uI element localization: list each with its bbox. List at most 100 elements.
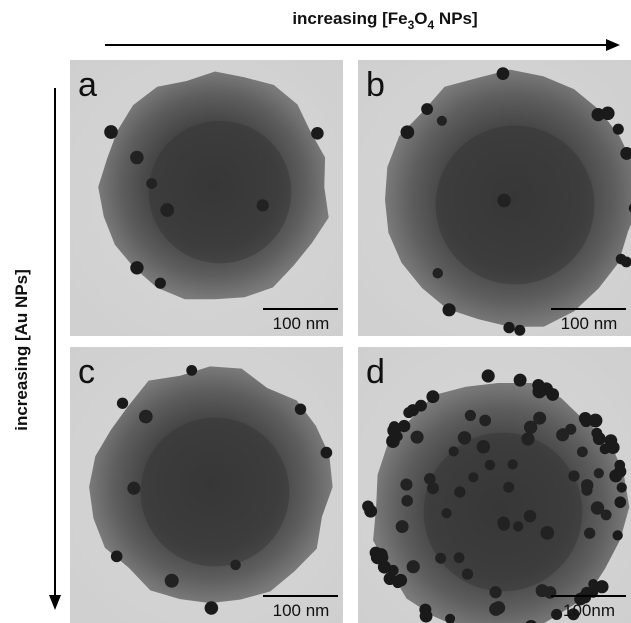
nanoparticle xyxy=(489,586,502,599)
nanoparticle xyxy=(514,324,526,336)
nanoparticle xyxy=(503,321,515,334)
panel: b 100 nm xyxy=(358,60,631,336)
x-axis-label: increasing [Fe3O4 NPs] xyxy=(292,9,477,32)
nanoparticle xyxy=(620,256,631,268)
nanoparticle xyxy=(160,203,175,217)
nanoparticle xyxy=(616,482,627,493)
sphere-core xyxy=(140,417,290,567)
panel-label: b xyxy=(366,66,385,104)
nanoparticle xyxy=(578,590,592,604)
panel-label: d xyxy=(366,353,385,391)
nanoparticle xyxy=(204,601,219,615)
nanoparticle xyxy=(464,409,476,422)
panel-label: a xyxy=(78,66,97,104)
nanoparticle xyxy=(592,432,606,446)
nanoparticle xyxy=(525,619,537,623)
y-axis-label: increasing [Au NPs] xyxy=(12,269,31,431)
panel: d 100nm xyxy=(358,347,631,623)
nanoparticle xyxy=(461,568,474,580)
sphere xyxy=(89,366,333,604)
nanoparticle xyxy=(139,409,153,424)
nanoparticle xyxy=(256,199,269,212)
nanoparticle xyxy=(489,602,503,616)
nanoparticle xyxy=(503,481,515,493)
nanoparticle xyxy=(392,431,403,442)
nanoparticle xyxy=(130,150,144,165)
nanoparticle xyxy=(442,303,456,317)
nanoparticle xyxy=(146,178,158,189)
scale-bar-label: 100 nm xyxy=(273,314,330,333)
nanoparticle xyxy=(507,459,518,470)
nanoparticle xyxy=(110,550,123,563)
nanoparticle xyxy=(557,428,569,439)
x-arrowhead xyxy=(606,39,620,51)
nanoparticle xyxy=(230,559,241,571)
panel: c 100 nm xyxy=(70,347,343,623)
nanoparticle xyxy=(362,500,374,513)
nanoparticle xyxy=(388,421,400,432)
nanoparticle xyxy=(590,501,605,515)
nanoparticle xyxy=(600,509,612,521)
nanoparticle xyxy=(614,496,627,509)
nanoparticle xyxy=(612,123,624,135)
nanoparticle xyxy=(612,530,623,541)
nanoparticle xyxy=(599,443,611,455)
nanoparticle xyxy=(580,415,592,428)
nanoparticle xyxy=(448,446,459,457)
nanoparticle xyxy=(468,472,479,483)
nanoparticle xyxy=(513,373,527,387)
nanoparticle xyxy=(576,446,588,458)
nanoparticle xyxy=(476,440,491,454)
nanoparticle xyxy=(436,115,447,126)
nanoparticle xyxy=(421,103,434,115)
nanoparticle xyxy=(320,446,333,459)
nanoparticle xyxy=(593,468,604,479)
nanoparticle xyxy=(551,608,563,621)
nanoparticle xyxy=(154,277,166,289)
nanoparticle xyxy=(497,516,510,529)
nanoparticle xyxy=(116,397,129,409)
nanoparticle xyxy=(395,520,409,534)
nanoparticle xyxy=(398,419,411,433)
nanoparticle xyxy=(588,413,603,428)
nanoparticle xyxy=(400,478,413,491)
nanoparticle xyxy=(513,521,524,532)
nanoparticle xyxy=(595,580,609,594)
nanoparticle xyxy=(581,484,593,496)
sphere xyxy=(98,71,329,300)
nanoparticle xyxy=(130,261,144,275)
nanoparticle xyxy=(620,147,631,160)
nanoparticle xyxy=(403,407,415,419)
nanoparticle xyxy=(426,482,439,495)
panel: a 100 nm xyxy=(70,60,343,336)
nanoparticle xyxy=(523,509,537,523)
nanoparticle xyxy=(613,465,627,478)
nanoparticle xyxy=(479,414,492,427)
nanoparticle xyxy=(410,430,424,444)
nanoparticle xyxy=(104,125,118,139)
nanoparticle xyxy=(453,552,465,564)
nanoparticle xyxy=(127,481,141,495)
scale-bar-label: 100 nm xyxy=(273,601,330,620)
nanoparticle xyxy=(401,495,413,507)
panels: a 100 nm b 100 nm c 100 nm d 100nm xyxy=(70,60,631,623)
nanoparticle xyxy=(394,573,408,587)
nanoparticle xyxy=(186,364,198,376)
nanoparticle xyxy=(383,572,397,586)
nanoparticle xyxy=(454,486,466,498)
nanoparticle xyxy=(311,127,324,140)
nanoparticle xyxy=(164,573,179,588)
nanoparticle xyxy=(441,508,452,519)
nanoparticle xyxy=(540,526,555,540)
nanoparticle xyxy=(406,560,420,574)
nanoparticle xyxy=(432,267,443,279)
sphere-core xyxy=(148,120,292,264)
nanoparticle xyxy=(424,473,436,485)
nanoparticle xyxy=(628,203,631,213)
nanoparticle xyxy=(419,609,433,623)
nanoparticle xyxy=(521,432,535,446)
sphere-core xyxy=(435,125,595,285)
nanoparticle xyxy=(400,125,415,140)
